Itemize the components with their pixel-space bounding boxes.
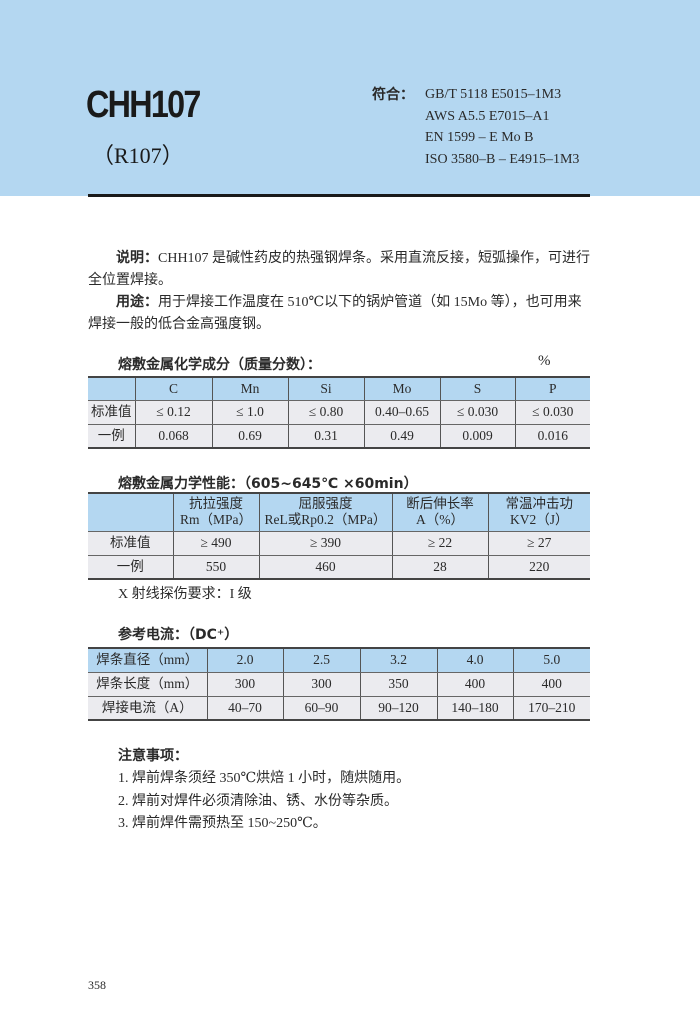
mech-title: 熔敷金属力学性能：（605~645℃ ×60min） [118,476,418,492]
table-row: 标准值 ≥ 490 ≥ 390 ≥ 22 ≥ 27 [88,530,590,556]
table-cell: ≤ 0.030 [439,399,516,425]
description: 说明：CHH107 是碱性药皮的热强钢焊条。采用直流反接，短弧操作，可进行全位置… [88,250,591,288]
table-cell: 60–90 [282,695,361,721]
table-cell: 28 [391,554,489,580]
table-cell: 屈服强度 ReL或Rp0.2（MPa） [258,492,393,532]
note-item: 1. 焊前焊条须经 350℃烘焙 1 小时，随烘随用。 [118,771,411,786]
table-cell: 220 [487,554,590,580]
table-cell: 0.69 [211,423,289,449]
table-cell [88,376,136,401]
table-cell: 标准值 [88,399,136,425]
table-cell: 3.2 [359,647,438,673]
table-header-row: 焊条直径（mm） 2.0 2.5 3.2 4.0 5.0 [88,647,590,673]
table-cell [88,492,174,532]
table-cell: 0.068 [134,423,213,449]
table-cell: 5.0 [512,647,590,673]
chem-table: C Mn Si Mo S P 标准值 ≤ 0.12 ≤ 1.0 ≤ 0.80 0.40–0.65 ≤ … [88,376,590,449]
table-cell: 350 [359,671,438,697]
standard: AWS A5.5 E7015–A1 [425,108,550,124]
table-cell: 焊条直径（mm） [88,647,208,673]
table-cell: ≥ 390 [258,530,393,556]
usage: 用途：用于焊接工作温度在 510℃以下的锅炉管道（如 15Mo 等），也可用来焊… [88,294,582,332]
table-cell: ≤ 1.0 [211,399,289,425]
header-line: KV2（J） [509,512,569,528]
table-cell: 焊条长度（mm） [88,671,208,697]
table-cell: 300 [282,671,361,697]
note-item: 3. 焊前焊件需预热至 150~250℃。 [118,816,327,831]
standard: GB/T 5118 E5015–1M3 [425,87,562,102]
header-line: 断后伸长率 [406,496,474,512]
standard: ISO 3580–B – E4915–1M3 [425,151,580,167]
table-cell: ≤ 0.030 [514,399,590,425]
table-row: 标准值 ≤ 0.12 ≤ 1.0 ≤ 0.80 0.40–0.65 ≤ 0.030 ≤ 0.… [88,399,590,425]
current-title: 参考电流：（DC⁺） [118,627,239,643]
table-cell: ≤ 0.12 [134,399,213,425]
mech-table: 抗拉强度 Rm（MPa） 屈服强度 ReL或Rp0.2（MPa） 断后伸长率 A（%） 常温… [88,492,590,580]
table-cell: S [439,376,516,401]
table-cell: 40–70 [206,695,284,721]
standards-list: GB/T 5118 E5015–1M3 AWS A5.5 E7015–A1 EN… [425,84,579,170]
table-cell: 400 [436,671,514,697]
table-cell: ≥ 27 [487,530,590,556]
table-cell: 一例 [88,554,174,580]
table-row: 一例 0.068 0.69 0.31 0.49 0.009 0.016 [88,423,590,449]
table-cell: C [134,376,213,401]
table-cell: 170–210 [512,695,590,721]
header-line: Rm（MPa） [179,512,252,528]
table-cell: 0.016 [514,423,590,449]
header-line: A（%） [416,512,464,528]
table-cell: 2.0 [206,647,284,673]
table-header-row: C Mn Si Mo S P [88,376,590,401]
table-cell: 0.31 [287,423,365,449]
table-row: 焊条长度（mm） 300 300 350 400 400 [88,671,590,697]
table-cell: 常温冲击功 KV2（J） [487,492,590,532]
table-cell: Mn [211,376,289,401]
table-cell: 0.009 [439,423,516,449]
table-cell: 焊接电流（A） [88,695,208,721]
table-cell: 断后伸长率 A（%） [391,492,489,532]
table-cell: 0.40–0.65 [363,399,441,425]
header-line: 屈服强度 [298,496,353,512]
chem-title: 熔敷金属化学成分（质量分数）： [118,357,321,373]
xray-requirement: X 射线探伤要求：I 级 [118,587,252,602]
header-line: ReL或Rp0.2（MPa） [264,512,387,528]
table-row: 焊接电流（A） 40–70 60–90 90–120 140–180 170–210 [88,695,590,721]
table-cell: 300 [206,671,284,697]
table-cell: ≤ 0.80 [287,399,365,425]
table-cell: 90–120 [359,695,438,721]
header-line: 常温冲击功 [505,496,574,512]
header-band [0,0,700,196]
table-cell: 550 [172,554,260,580]
chem-unit: % [538,353,551,369]
table-cell: 4.0 [436,647,514,673]
table-cell: 一例 [88,423,136,449]
table-cell: Mo [363,376,441,401]
table-cell: 2.5 [282,647,361,673]
table-cell: 标准值 [88,530,174,556]
page-title: CHH107 [86,84,201,126]
table-cell: P [514,376,590,401]
conform-label: 符合： [372,87,414,103]
current-table: 焊条直径（mm） 2.0 2.5 3.2 4.0 5.0 焊条长度（mm） 300 300 350… [88,647,590,721]
divider [88,194,590,197]
table-header-row: 抗拉强度 Rm（MPa） 屈服强度 ReL或Rp0.2（MPa） 断后伸长率 A（%） 常温… [88,492,590,532]
table-cell: 400 [512,671,590,697]
subtitle: （R107） [92,143,184,168]
table-cell: 460 [258,554,393,580]
table-cell: 140–180 [436,695,514,721]
header-line: 抗拉强度 [189,496,243,512]
table-cell: 0.49 [363,423,441,449]
page-number: 358 [88,978,106,992]
standard: EN 1599 – E Mo B [425,130,534,145]
table-cell: Si [287,376,365,401]
table-row: 一例 550 460 28 220 [88,554,590,580]
note-item: 2. 焊前对焊件必须清除油、锈、水份等杂质。 [118,794,398,809]
table-cell: 抗拉强度 Rm（MPa） [172,492,260,532]
notes-title: 注意事项： [118,748,188,764]
table-cell: ≥ 490 [172,530,260,556]
table-cell: ≥ 22 [391,530,489,556]
